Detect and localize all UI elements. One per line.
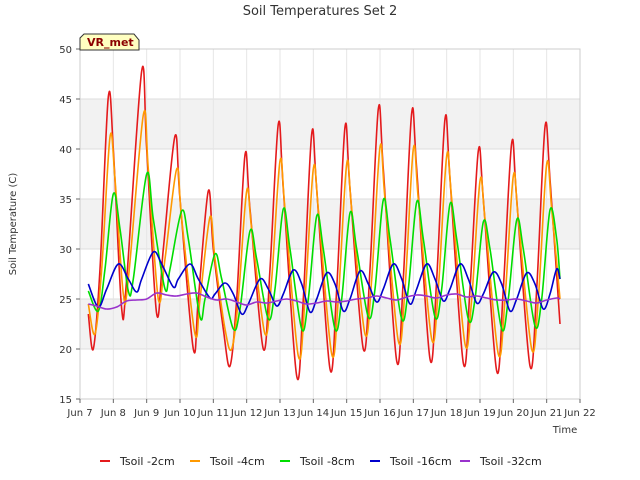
- plot-band: [80, 349, 580, 399]
- y-tick-label: 35: [59, 195, 72, 206]
- site-tag-box: [79, 33, 140, 51]
- y-axis-ticks: 15 20 25 30 35 40 45 50: [59, 45, 80, 406]
- plot-band: [80, 49, 580, 99]
- x-axis-ticks: Jun 7 Jun 8 Jun 9 Jun 10 Jun 11 Jun 12 Jun 13 J…: [66, 399, 596, 419]
- series-line-tsoil-4cm: [87, 109, 561, 360]
- legend-entry: Tsoil -2cm: [119, 455, 175, 468]
- plot-frame: [79, 48, 581, 400]
- x-tick-label: Jun 18: [430, 408, 463, 419]
- series-line-tsoil-16cm: [87, 250, 561, 316]
- x-tick-label: Jun 7: [66, 408, 92, 419]
- x-tick-label: Jun 20: [497, 408, 530, 419]
- plot-background: [80, 49, 580, 399]
- plot-band: [80, 99, 580, 149]
- x-tick-label: Jun 22: [563, 408, 596, 419]
- series-line-tsoil-32cm: [88, 292, 561, 310]
- legend-entry: Tsoil -32cm: [479, 455, 542, 468]
- plot-band: [80, 199, 580, 249]
- legend-entry: Tsoil -16cm: [389, 455, 452, 468]
- x-tick-label: Jun 11: [197, 408, 230, 419]
- chart-title: Soil Temperatures Set 2: [243, 4, 398, 19]
- x-tick-label: Jun 16: [363, 408, 396, 419]
- legend-entry: Tsoil -8cm: [299, 455, 355, 468]
- series-lines: [87, 65, 561, 381]
- x-tick-label: Jun 8: [100, 408, 126, 419]
- legend-entry: Tsoil -4cm: [209, 455, 265, 468]
- x-tick-label: Jun 10: [163, 408, 196, 419]
- site-tag: VR_met: [79, 33, 140, 51]
- y-tick-label: 30: [59, 245, 72, 256]
- x-tick-label: Jun 14: [297, 408, 330, 419]
- y-tick-label: 45: [59, 95, 72, 106]
- x-tick-label: Jun 13: [263, 408, 296, 419]
- x-tick-label: Jun 12: [230, 408, 263, 419]
- x-tick-label: Jun 21: [530, 408, 563, 419]
- y-axis-label: Soil Temperature (C): [8, 173, 19, 276]
- legend: Tsoil -2cm Tsoil -4cm Tsoil -8cm Tsoil -16c…: [100, 455, 542, 468]
- y-tick-label: 15: [59, 395, 72, 406]
- plot-band: [80, 149, 580, 199]
- x-tick-label: Jun 17: [397, 408, 430, 419]
- series-line-tsoil-8cm: [87, 171, 561, 332]
- x-tick-label: Jun 15: [330, 408, 363, 419]
- y-tick-label: 20: [59, 345, 72, 356]
- y-tick-label: 25: [59, 295, 72, 306]
- y-tick-label: 40: [59, 145, 72, 156]
- x-axis-label: Time: [552, 425, 577, 436]
- x-tick-label: Jun 9: [133, 408, 159, 419]
- site-tag-label: VR_met: [87, 36, 134, 49]
- y-tick-label: 50: [59, 45, 72, 56]
- x-tick-label: Jun 19: [463, 408, 496, 419]
